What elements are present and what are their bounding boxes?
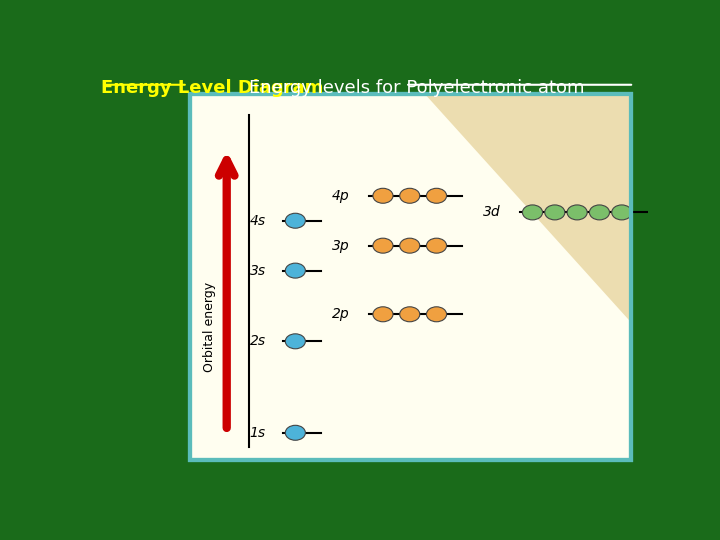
Polygon shape xyxy=(425,94,631,322)
Circle shape xyxy=(285,334,305,349)
Text: Energy levels for Polyelectronic atom: Energy levels for Polyelectronic atom xyxy=(249,79,585,97)
Circle shape xyxy=(373,238,393,253)
Text: 1s: 1s xyxy=(250,426,266,440)
Text: 3d: 3d xyxy=(482,205,500,219)
Text: 3p: 3p xyxy=(332,239,349,253)
Circle shape xyxy=(567,205,588,220)
Circle shape xyxy=(590,205,610,220)
Circle shape xyxy=(400,188,420,203)
Circle shape xyxy=(426,307,446,322)
Circle shape xyxy=(373,188,393,203)
Circle shape xyxy=(426,188,446,203)
Circle shape xyxy=(612,205,632,220)
Circle shape xyxy=(400,307,420,322)
Circle shape xyxy=(373,307,393,322)
Circle shape xyxy=(285,263,305,278)
FancyBboxPatch shape xyxy=(190,94,631,460)
Text: Energy Level Diagram: Energy Level Diagram xyxy=(101,79,323,97)
Circle shape xyxy=(523,205,543,220)
Text: Orbital energy: Orbital energy xyxy=(204,282,217,372)
Text: 4p: 4p xyxy=(332,189,349,203)
Circle shape xyxy=(285,213,305,228)
Text: 3s: 3s xyxy=(250,264,266,278)
Text: 4s: 4s xyxy=(250,214,266,228)
Circle shape xyxy=(285,426,305,440)
Circle shape xyxy=(426,238,446,253)
Circle shape xyxy=(545,205,565,220)
Text: 2s: 2s xyxy=(250,334,266,348)
Circle shape xyxy=(400,238,420,253)
Text: 2p: 2p xyxy=(332,307,349,321)
